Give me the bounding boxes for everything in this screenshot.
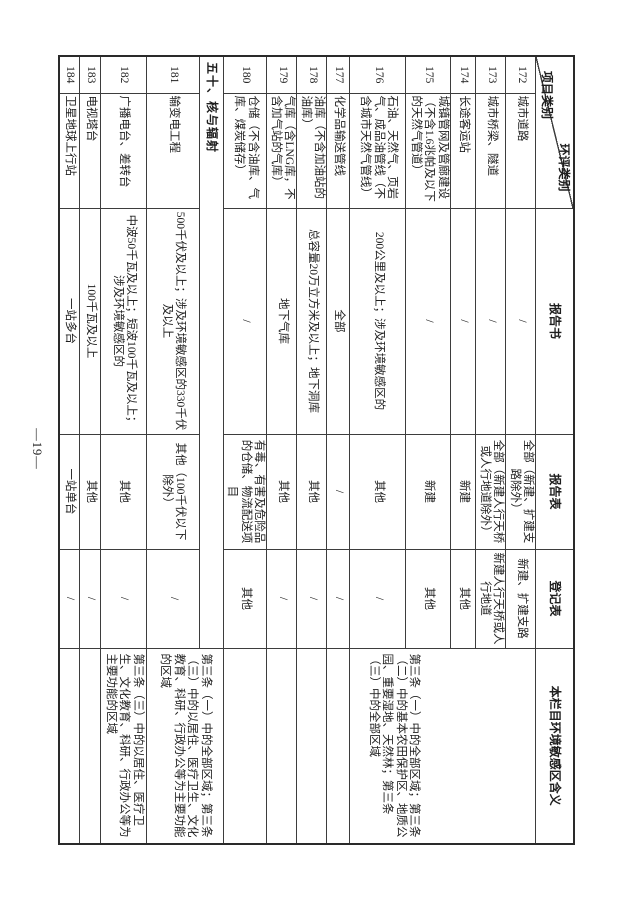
report-form-cell: / <box>327 434 350 549</box>
header-row: 环评类别 项目类别 报告书 报告表 登记表 本栏目环境敏感区含义 <box>536 56 574 844</box>
project-number: 174 <box>451 56 476 93</box>
meaning-cell-empty <box>327 648 350 844</box>
meaning-cell-transport: 第三条（一）中的全部区域；第三条（二）中的基本农田保护区、地质公园、重要湿地、天… <box>350 648 536 844</box>
table-row: 178 油库（不含加油站的油库） 总容量20万立方米及以上；地下洞库 其他 / <box>297 56 327 844</box>
report-form-cell: 全部（新建、扩建支路除外） <box>506 434 536 549</box>
meaning-cell-power: 第三条（一）中的全部区域；第三条（三）中的以居住、医疗卫生、文化教育、科研、行政… <box>146 648 224 844</box>
report-form-cell: 其他 <box>267 434 297 549</box>
report-book-cell: / <box>506 208 536 434</box>
report-book-cell: 500千伏及以上；涉及环境敏感区的330千伏及以上 <box>146 208 200 434</box>
meaning-cell-broadcast: 第三条（三）中的以居住、医疗卫生、文化教育、科研、行政办公等为主要功能的区域 <box>101 648 147 844</box>
project-number: 175 <box>406 56 451 93</box>
registration-cell: / <box>350 549 406 648</box>
project-name: 仓储（不含油库、气库、煤炭储存） <box>223 93 267 208</box>
report-form-cell: 有毒、有害及危险品的仓储、物流配送项目 <box>223 434 267 549</box>
report-form-cell: 全部（新建人行天桥或人行地道除外） <box>476 434 506 549</box>
project-number: 181 <box>146 56 200 93</box>
project-name: 化学品输送管线 <box>327 93 350 208</box>
report-book-cell: / <box>476 208 506 434</box>
meaning-cell-empty <box>297 648 327 844</box>
registration-cell: 其他 <box>223 549 267 648</box>
header-registration-form: 登记表 <box>536 549 574 648</box>
meaning-cell-empty <box>223 648 267 844</box>
report-book-cell: / <box>406 208 451 434</box>
report-book-cell: 地下气库 <box>267 208 297 434</box>
registration-cell: / <box>80 549 101 648</box>
report-book-cell: 200公里及以上；涉及环境敏感区的 <box>350 208 406 434</box>
table-row: 179 气库（含LNG库，不含加气站的气库） 地下气库 其他 / <box>267 56 297 844</box>
project-name: 城镇管网及管廊建设（不含1.6兆帕及以下的天然气管道） <box>406 93 451 208</box>
project-name: 输变电工程 <box>146 93 200 208</box>
report-form-cell: 其他 <box>297 434 327 549</box>
meaning-cell-empty <box>59 648 80 844</box>
meaning-cell-empty <box>267 648 297 844</box>
project-name: 城市道路 <box>506 93 536 208</box>
registration-cell: 其他 <box>451 549 476 648</box>
report-form-cell: 其他（100千伏以下除外） <box>146 434 200 549</box>
table-row: 172 城市道路 / 全部（新建、扩建支路除外） 新建、扩建支路 第三条（一）中… <box>350 56 536 844</box>
registration-cell: 新建、扩建支路 <box>506 549 536 648</box>
project-name: 油库（不含加油站的油库） <box>297 93 327 208</box>
section-row: 五十、核与辐射 第三条（一）中的全部区域；第三条（三）中的以居住、医疗卫生、文化… <box>146 56 224 844</box>
report-form-cell: 一站单台 <box>59 434 80 549</box>
report-book-cell: / <box>223 208 267 434</box>
project-number: 177 <box>327 56 350 93</box>
project-number: 180 <box>223 56 267 93</box>
report-book-cell: 100千瓦及以上 <box>80 208 101 434</box>
diagonal-header-cell: 环评类别 项目类别 <box>536 56 574 208</box>
section-title: 五十、核与辐射 <box>199 56 224 648</box>
table-row: 177 化学品输送管线 全部 / / <box>327 56 350 844</box>
project-name: 城市桥梁、隧道 <box>476 93 506 208</box>
report-book-cell: 一站多台 <box>59 208 80 434</box>
registration-cell: 其他 <box>406 549 451 648</box>
registration-cell: / <box>267 549 297 648</box>
project-number: 184 <box>59 56 80 93</box>
project-name: 气库（含LNG库，不含加气站的气库） <box>267 93 297 208</box>
project-number: 178 <box>297 56 327 93</box>
table-row: 183 电视塔台 100千瓦及以上 其他 / <box>80 56 101 844</box>
project-number: 182 <box>101 56 147 93</box>
project-name: 石油、天然气、页岩气、成品油管线（不含城市天然气管线） <box>350 93 406 208</box>
report-form-cell: 新建 <box>451 434 476 549</box>
report-form-cell: 其他 <box>350 434 406 549</box>
page-number: —19— <box>30 428 44 470</box>
header-project-category: 项目类别 <box>540 71 554 120</box>
meaning-cell-empty <box>80 648 101 844</box>
registration-cell: / <box>59 549 80 648</box>
registration-cell: / <box>327 549 350 648</box>
rotated-landscape-sheet: 环评类别 项目类别 报告书 报告表 登记表 本栏目环境敏感区含义 172 城市道… <box>15 55 575 845</box>
table-row: 180 仓储（不含油库、气库、煤炭储存） / 有毒、有害及危险品的仓储、物流配送… <box>223 56 267 844</box>
table-row: 182 广播电台、差转台 中波50千瓦及以上；短波100千瓦及以上；涉及环境敏感… <box>101 56 147 844</box>
registration-cell: / <box>297 549 327 648</box>
registration-cell: / <box>146 549 200 648</box>
report-form-cell: 其他 <box>80 434 101 549</box>
table-row: 184 卫星地球上行站 一站多台 一站单台 / <box>59 56 80 844</box>
project-number: 172 <box>506 56 536 93</box>
report-form-cell: 其他 <box>101 434 147 549</box>
project-name: 长途客运站 <box>451 93 476 208</box>
report-book-cell: 全部 <box>327 208 350 434</box>
project-number: 176 <box>350 56 406 93</box>
report-book-cell: 总容量20万立方米及以上；地下洞库 <box>297 208 327 434</box>
header-sensitive-area-meaning: 本栏目环境敏感区含义 <box>536 648 574 844</box>
project-name: 卫星地球上行站 <box>59 93 80 208</box>
project-number: 173 <box>476 56 506 93</box>
header-eia-category: 环评类别 <box>557 143 571 192</box>
registration-cell: / <box>101 549 147 648</box>
report-book-cell: 中波50千瓦及以上；短波100千瓦及以上；涉及环境敏感区的 <box>101 208 147 434</box>
report-book-cell: / <box>451 208 476 434</box>
classification-table: 环评类别 项目类别 报告书 报告表 登记表 本栏目环境敏感区含义 172 城市道… <box>58 55 575 845</box>
project-name: 广播电台、差转台 <box>101 93 147 208</box>
project-number: 179 <box>267 56 297 93</box>
header-report-form: 报告表 <box>536 434 574 549</box>
report-form-cell: 新建 <box>406 434 451 549</box>
project-name: 电视塔台 <box>80 93 101 208</box>
project-number: 183 <box>80 56 101 93</box>
header-report-book: 报告书 <box>536 208 574 434</box>
registration-cell: 新建人行天桥或人行地道 <box>476 549 506 648</box>
